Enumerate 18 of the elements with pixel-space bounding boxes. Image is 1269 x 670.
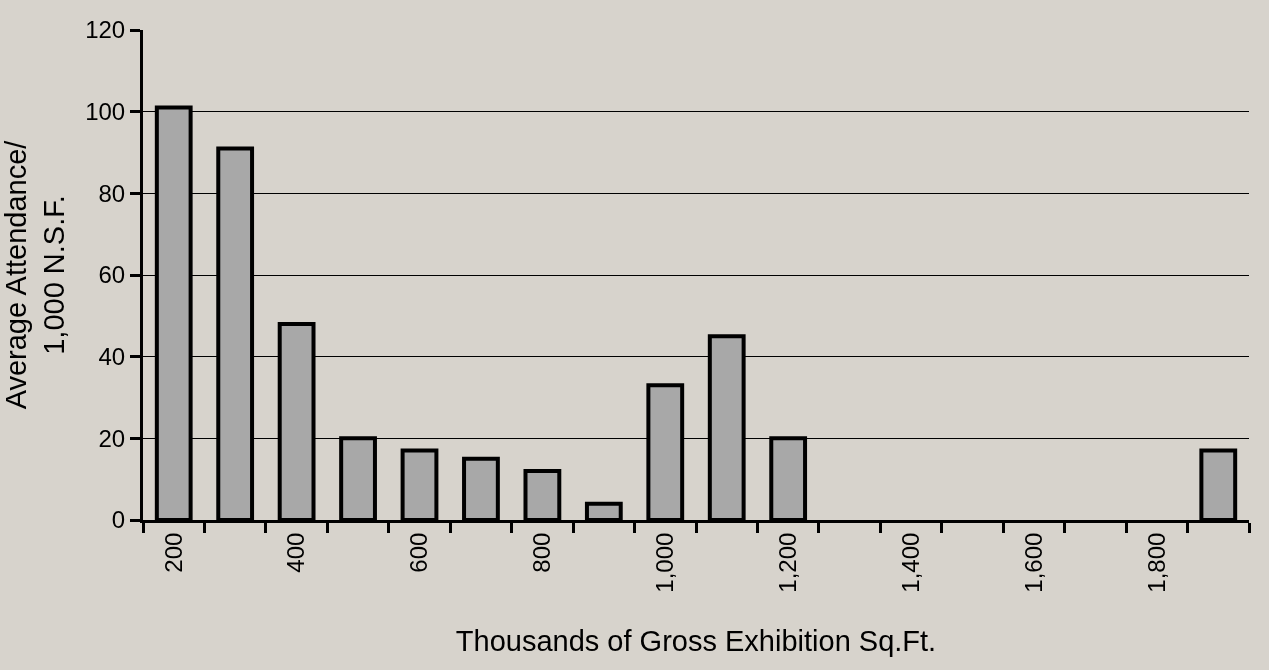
- y-axis-title: Average Attendance/ 1,000 N.S.F.: [0, 139, 70, 410]
- x-tick-label: 800: [528, 532, 556, 573]
- y-tick-label: 80: [98, 179, 126, 207]
- x-tick-label: 1,400: [896, 532, 924, 593]
- y-tick-label: 40: [98, 343, 126, 371]
- x-axis-title: Thousands of Gross Exhibition Sq.Ft.: [455, 625, 937, 658]
- y-tick-label: 120: [85, 16, 126, 44]
- x-tick-label: 1,200: [773, 532, 801, 593]
- x-tick-label: 1,800: [1142, 532, 1170, 593]
- y-tick-label: 60: [98, 261, 126, 289]
- x-tick-label: 1,600: [1019, 532, 1047, 593]
- x-tick-label: 400: [282, 532, 310, 573]
- y-tick-label: 100: [85, 98, 126, 126]
- x-tick-label: 200: [159, 532, 187, 573]
- y-tick-label: 20: [98, 424, 126, 452]
- x-tick-label: 600: [405, 532, 433, 573]
- y-tick-label: 0: [111, 506, 126, 534]
- x-tick-label: 1,000: [651, 532, 679, 593]
